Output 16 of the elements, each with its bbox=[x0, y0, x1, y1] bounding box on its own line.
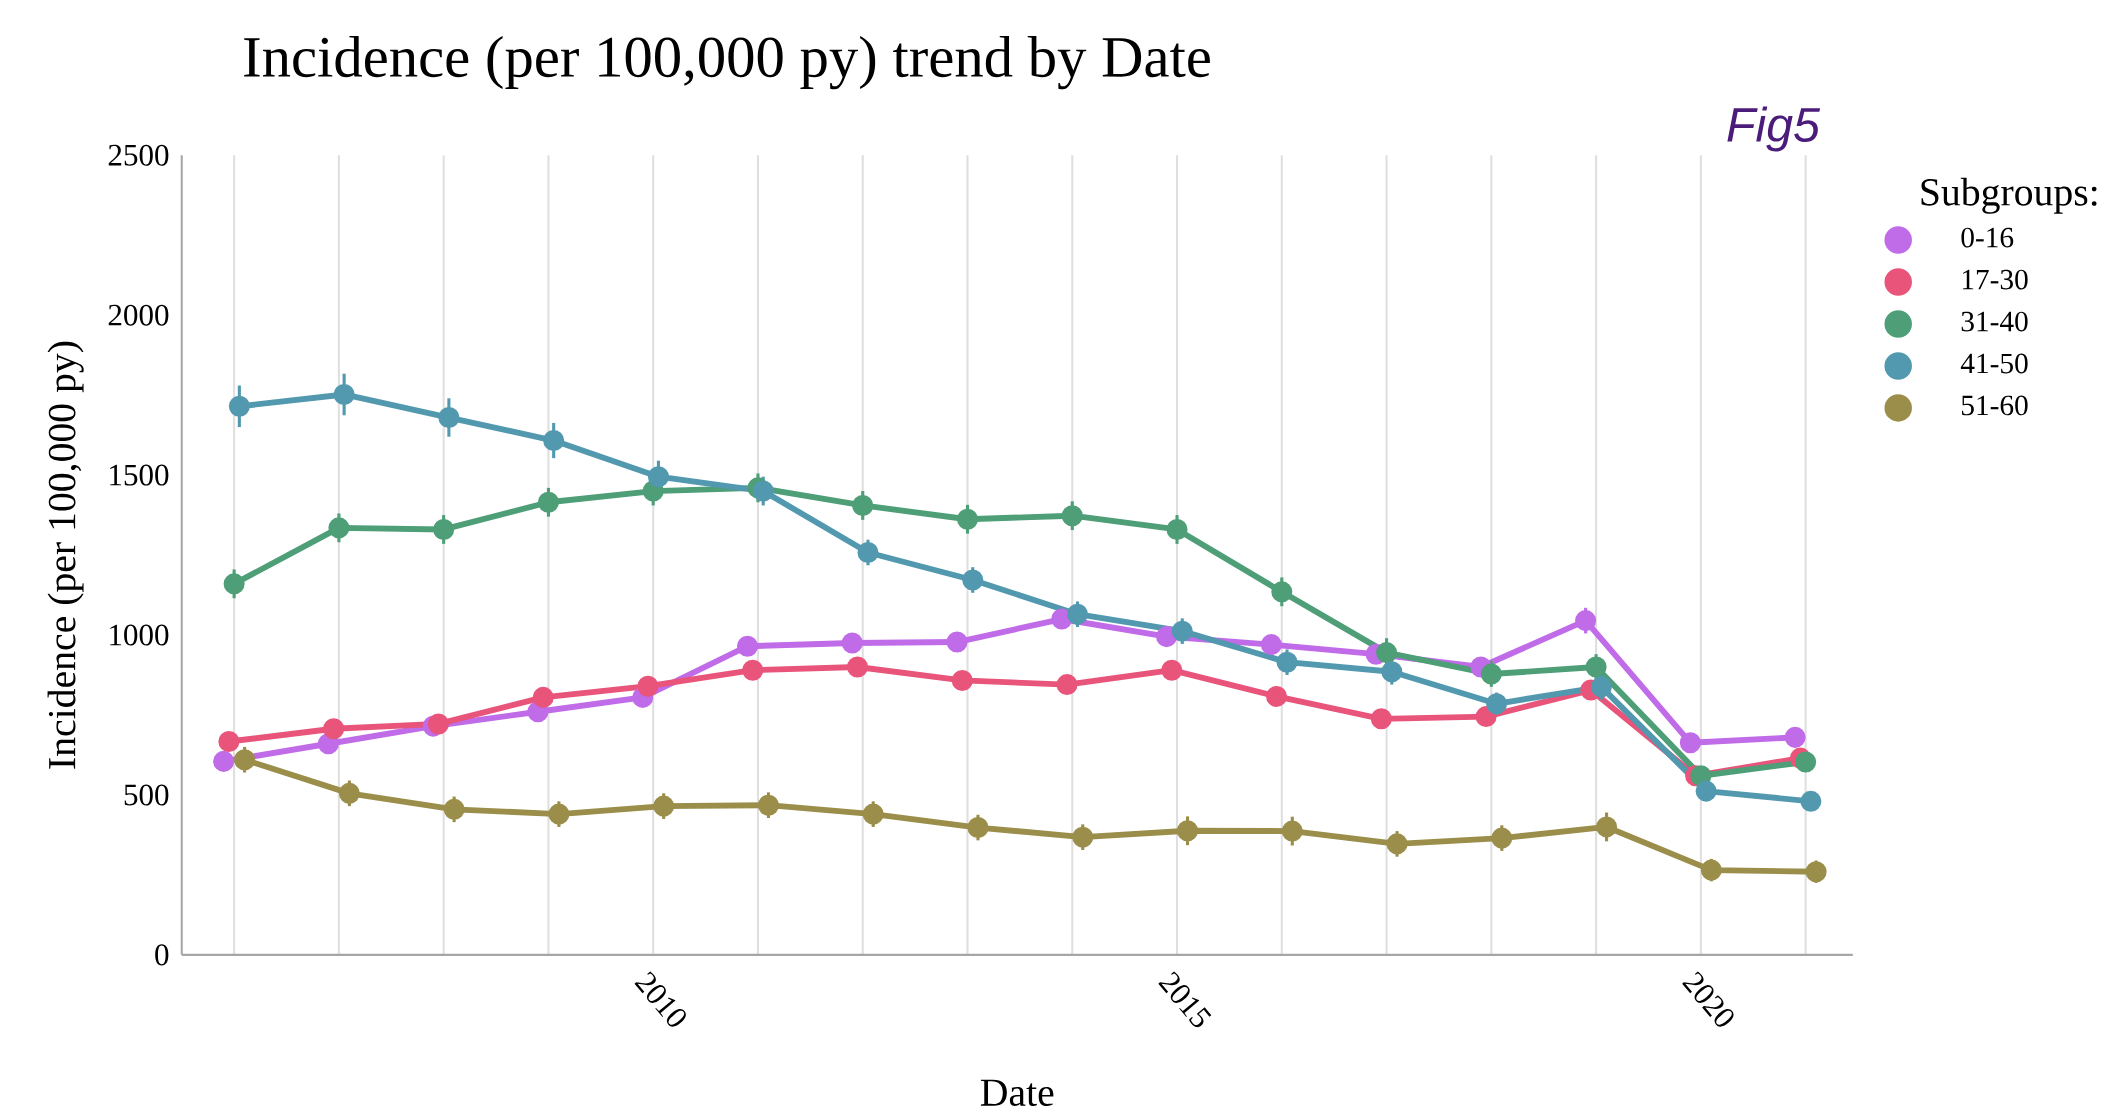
y-axis-title: Incidence (per 100,000 py) bbox=[47, 342, 84, 769]
legend-title: Subgroups: bbox=[1921, 177, 2097, 215]
y-tick-label: 500 bbox=[124, 784, 169, 806]
legend-label: 17-30 bbox=[1962, 269, 2028, 290]
y-tick-label: 2000 bbox=[108, 304, 169, 326]
caption: Fig5 bbox=[1727, 106, 1821, 152]
legend-label: 0-16 bbox=[1961, 227, 2014, 248]
legend-label: 41-50 bbox=[1960, 353, 2028, 374]
legend-label: 51-60 bbox=[1961, 395, 2028, 416]
y-tick-label: 1000 bbox=[110, 624, 169, 646]
y-tick-label: 0 bbox=[155, 944, 169, 966]
chart-title: Incidence (per 100,000 py) trend by Date bbox=[244, 36, 1210, 90]
y-tick-label: 1500 bbox=[110, 464, 169, 486]
y-tick-label: 2500 bbox=[108, 144, 169, 166]
legend-label: 31-40 bbox=[1961, 311, 2028, 332]
x-axis-title: Date bbox=[980, 1079, 1054, 1107]
